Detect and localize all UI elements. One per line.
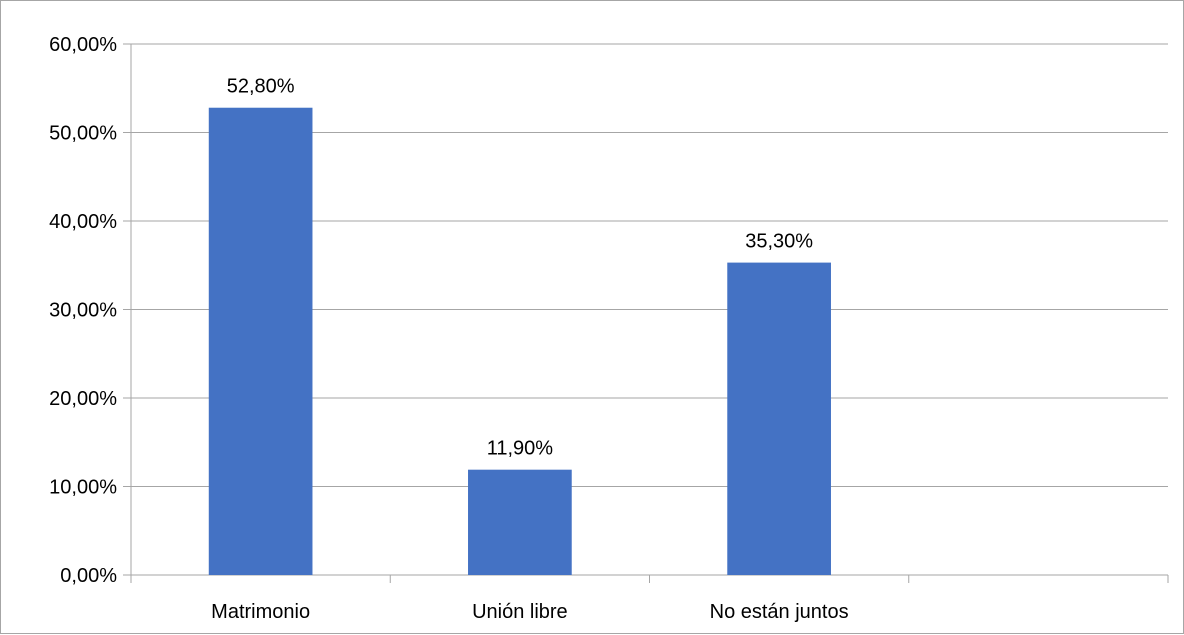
bar (208, 107, 313, 575)
y-tick-label: 60,00% (49, 34, 117, 56)
x-category-label: Unión libre (472, 601, 568, 623)
y-tick-label: 0,00% (60, 565, 117, 587)
bars (208, 107, 831, 575)
data-label: 52,80% (227, 76, 295, 98)
y-tick-label: 20,00% (49, 388, 117, 410)
bar (468, 469, 572, 575)
x-category-label: Matrimonio (211, 601, 310, 623)
y-tick-label: 30,00% (49, 300, 117, 322)
labels: 0,00% 10,00% 20,00% 30,00% 40,00% 50,00% 60,00… (49, 34, 848, 623)
data-label: 11,90% (487, 438, 554, 460)
y-tick-label: 40,00% (49, 211, 117, 233)
y-tick-label: 50,00% (49, 123, 117, 145)
data-label: 35,30% (745, 231, 813, 253)
x-category-label: No están juntos (710, 601, 849, 623)
y-tick-label: 10,00% (49, 477, 117, 499)
bar (727, 262, 831, 575)
